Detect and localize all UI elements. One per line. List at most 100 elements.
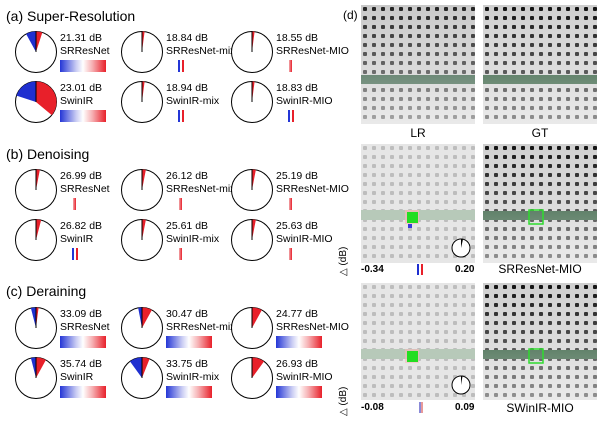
psnr-value: 33.75 dB (166, 358, 209, 370)
psnr-value: 18.55 dB (276, 32, 319, 44)
attribution-pie-chart (231, 31, 273, 73)
attribution-pie-chart (121, 81, 163, 123)
attribution-pie-chart (121, 219, 163, 261)
attribution-colorbar (178, 110, 184, 122)
pie-slice-negative (138, 307, 142, 328)
caption-srresnet-mio: SRResNet-MIO (498, 262, 582, 276)
attribution-pie-chart (231, 307, 273, 349)
model-name: SRResNet-MIO (276, 45, 349, 57)
pie-item: 26.12 dB SRResNet-mix (120, 166, 235, 214)
model-name: SwinIR-MIO (276, 233, 333, 245)
model-name: SwinIR (60, 95, 94, 107)
model-name: SwinIR-MIO (276, 95, 333, 107)
attribution-pie-chart (231, 357, 273, 399)
psnr-value: 21.31 dB (60, 32, 103, 44)
psnr-value: 24.77 dB (276, 308, 319, 320)
caption-swinir-mio: SWinIR-MIO (506, 401, 574, 415)
attribution-colorbar (179, 198, 182, 210)
attribution-pie-chart (121, 307, 163, 349)
psnr-value: 23.01 dB (60, 82, 103, 94)
pie-slice-positive (142, 81, 145, 102)
swinir-mio-result-tile (483, 283, 597, 400)
caption-lr: LR (410, 126, 426, 140)
attribution-colorbar (289, 198, 292, 210)
pie-slice-positive (142, 307, 152, 328)
attribution-map-tile-1 (361, 144, 475, 263)
attribution-colorbar (276, 336, 322, 348)
model-name: SRResNet-mix (166, 321, 236, 333)
attribution-pie-chart (121, 31, 163, 73)
pie-item: 21.31 dB SRResNet (14, 28, 124, 76)
pie-slice-negative (129, 357, 142, 378)
attribution-map-tile-2 (361, 283, 475, 400)
delta-min-1: -0.34 (361, 264, 384, 275)
pie-item: 18.84 dB SRResNet-mix (120, 28, 235, 76)
psnr-value: 25.63 dB (276, 220, 319, 232)
model-name: SRResNet-mix (166, 183, 236, 195)
pie-slice-positive (252, 31, 255, 52)
model-name: SRResNet (60, 45, 110, 57)
pie-slice-negative (30, 357, 36, 378)
pie-slice-positive (36, 307, 39, 328)
pie-item: 26.99 dB SRResNet (14, 166, 124, 214)
gt-image-tile (483, 5, 597, 124)
section-title-deraining: (c) Deraining (6, 283, 87, 299)
model-name: SRResNet-mix (166, 45, 236, 57)
psnr-value: 25.61 dB (166, 220, 209, 232)
psnr-value: 18.94 dB (166, 82, 209, 94)
delta-colorbar-1 (417, 264, 423, 275)
pie-item: 25.63 dB SwinIR-MIO (230, 216, 340, 264)
pie-slice-positive (36, 219, 42, 240)
delta-colorbar-2 (419, 402, 423, 413)
pie-item: 18.94 dB SwinIR-mix (120, 78, 230, 126)
section-title-super-resolution: (a) Super-Resolution (6, 8, 136, 24)
model-name: SwinIR (60, 371, 94, 383)
attribution-pie-chart (15, 31, 57, 73)
pie-item: 23.01 dB SwinIR (14, 78, 124, 126)
attribution-colorbar (289, 60, 292, 72)
pie-item: 25.61 dB SwinIR-mix (120, 216, 230, 264)
pie-slice-positive (252, 81, 255, 102)
pie-slice-positive (142, 169, 146, 190)
pie-item: 33.75 dB SwinIR-mix (120, 354, 230, 402)
pie-item: 18.83 dB SwinIR-MIO (230, 78, 340, 126)
attribution-pie-chart (121, 357, 163, 399)
attribution-colorbar (178, 60, 184, 72)
pie-slice-positive (36, 81, 57, 116)
model-name: SRResNet-MIO (276, 321, 349, 333)
pie-item: 26.82 dB SwinIR (14, 216, 124, 264)
model-name: SRResNet-MIO (276, 183, 349, 195)
caption-gt: GT (531, 126, 549, 140)
psnr-value: 26.93 dB (276, 358, 319, 370)
model-name: SRResNet (60, 321, 110, 333)
psnr-value: 26.12 dB (166, 170, 209, 182)
pie-slice-positive (252, 219, 256, 240)
pie-slice-negative (16, 81, 36, 102)
pie-slice-negative (26, 31, 36, 52)
attribution-pie-chart (231, 219, 273, 261)
pie-slice-negative (30, 307, 36, 328)
model-name: SwinIR-mix (166, 371, 220, 383)
lr-image-tile (361, 5, 475, 124)
pie-item: 35.74 dB SwinIR (14, 354, 124, 402)
attribution-colorbar (60, 110, 106, 122)
attribution-colorbar (60, 60, 106, 72)
attribution-pie-chart (15, 81, 57, 123)
attribution-pie-chart (231, 169, 273, 211)
pie-slice-positive (36, 31, 43, 52)
psnr-value: 18.84 dB (166, 32, 209, 44)
psnr-value: 30.47 dB (166, 308, 209, 320)
pie-item: 33.09 dB SRResNet (14, 304, 124, 352)
delta-max-2: 0.09 (455, 402, 475, 413)
panel-d-label: (d) (343, 8, 358, 22)
delta-db-axis-label-1: △ (dB) (338, 246, 349, 276)
attribution-colorbar (276, 386, 322, 398)
model-name: SRResNet (60, 183, 110, 195)
attribution-colorbar (289, 248, 292, 260)
attribution-colorbar (60, 336, 106, 348)
section-title-denoising: (b) Denoising (6, 146, 90, 162)
psnr-value: 35.74 dB (60, 358, 103, 370)
attribution-pie-chart (15, 169, 57, 211)
psnr-value: 26.82 dB (60, 220, 103, 232)
attribution-colorbar (73, 198, 76, 210)
